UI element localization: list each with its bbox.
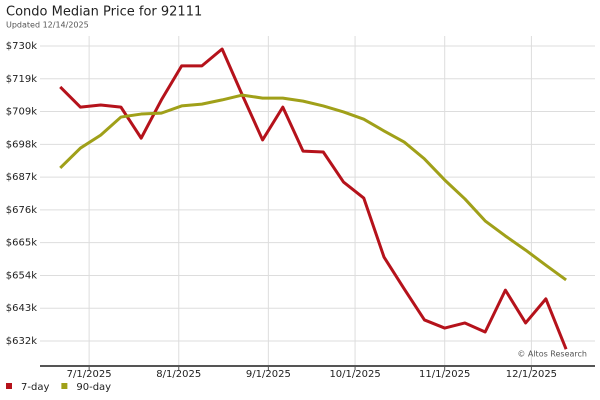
- annotation: © Altos Research: [517, 350, 587, 359]
- y-tick-label: $709k: [6, 107, 37, 118]
- y-tick-label: $632k: [6, 336, 37, 347]
- y-tick-label: $687k: [6, 172, 37, 183]
- legend-swatch: [6, 383, 12, 389]
- y-tick-label: $698k: [6, 139, 37, 150]
- series-line: [59, 93, 567, 282]
- legend-label: 7-day: [21, 382, 49, 393]
- x-tick-label: 12/1/2025: [506, 369, 557, 380]
- legend-swatch: [61, 383, 68, 389]
- x-tick-label: 9/1/2025: [246, 369, 291, 380]
- x-tick-label: 11/1/2025: [419, 369, 470, 380]
- x-tick-label: 10/1/2025: [329, 369, 380, 380]
- chart-title: Condo Median Price for 92111: [6, 5, 202, 20]
- x-tick-label: 7/1/2025: [67, 369, 112, 380]
- series-line: [59, 47, 568, 350]
- y-tick-label: $676k: [6, 205, 37, 216]
- plot-area: [40, 36, 595, 365]
- y-tick-label: $730k: [6, 41, 37, 52]
- y-tick-label: $665k: [6, 238, 37, 249]
- y-tick-label: $719k: [6, 74, 37, 85]
- y-tick-label: $643k: [6, 303, 37, 314]
- legend-label: 90-day: [76, 382, 111, 393]
- y-tick-label: $654k: [6, 270, 37, 281]
- x-tick-label: 8/1/2025: [156, 369, 201, 380]
- chart-subtitle: Updated 12/14/2025: [6, 21, 89, 30]
